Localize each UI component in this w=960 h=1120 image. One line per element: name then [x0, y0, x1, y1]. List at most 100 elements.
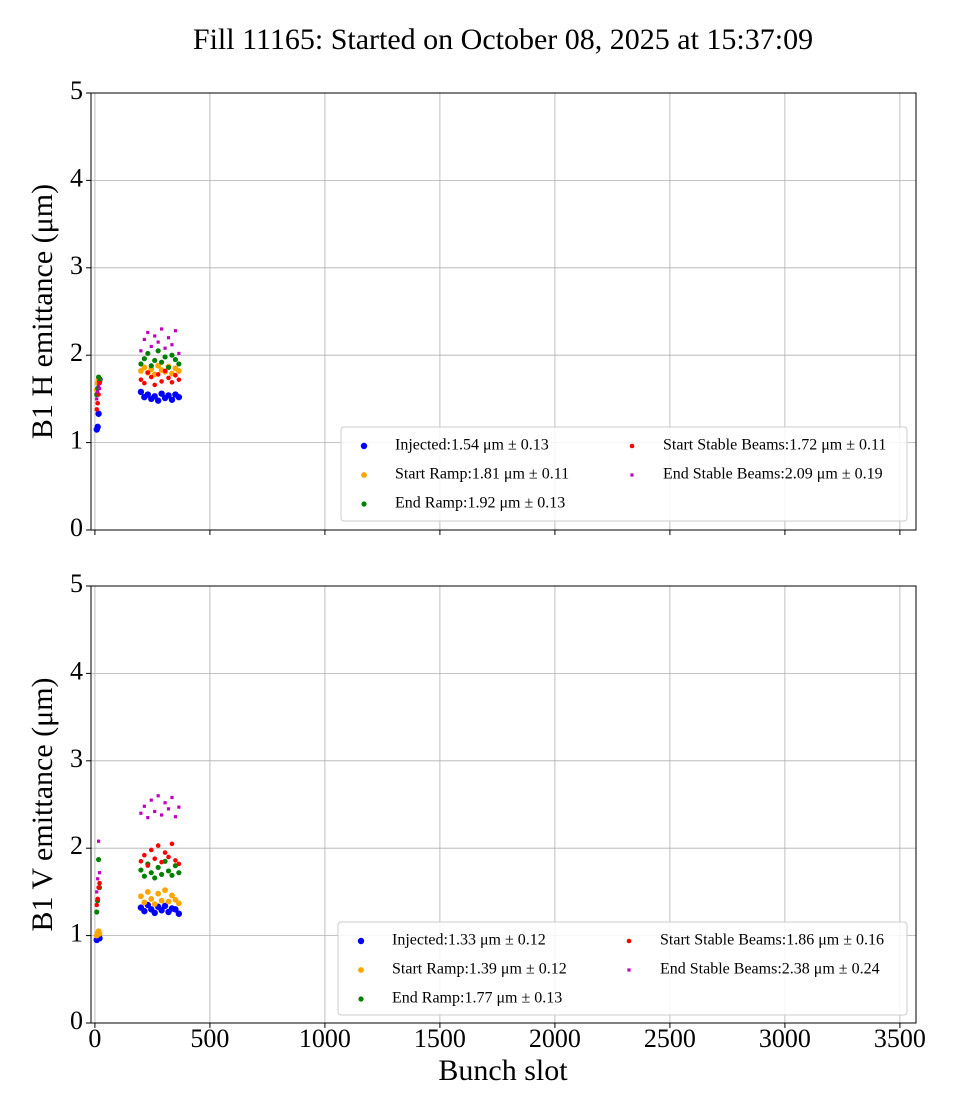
point — [166, 854, 171, 860]
legend-marker — [361, 472, 367, 478]
point — [95, 896, 100, 902]
legend-label: End Stable Beams:2.38 μm ± 0.24 — [660, 961, 880, 978]
point — [176, 361, 182, 367]
point — [175, 900, 182, 907]
point — [175, 910, 183, 917]
point — [154, 397, 162, 404]
y-tick-label: 3 — [70, 251, 83, 280]
point — [95, 397, 99, 401]
point — [159, 359, 165, 365]
point — [152, 382, 158, 388]
point — [158, 907, 165, 914]
point — [153, 809, 157, 814]
point — [142, 337, 146, 342]
point — [94, 902, 100, 908]
legend-marker — [627, 968, 631, 972]
point — [95, 890, 99, 894]
legend-box — [337, 921, 908, 1016]
point — [95, 374, 102, 380]
point — [163, 801, 167, 805]
y-tick-label: 0 — [70, 513, 83, 542]
point — [139, 811, 143, 815]
point — [177, 351, 181, 356]
point — [138, 893, 144, 900]
point — [155, 372, 161, 377]
point — [152, 856, 158, 861]
point — [155, 890, 162, 897]
point — [96, 390, 100, 394]
y-tick-label: 5 — [70, 76, 83, 105]
point — [96, 839, 101, 843]
point — [97, 386, 102, 391]
point — [156, 340, 160, 344]
point — [159, 379, 164, 384]
y-axis-label: B1 V emittance (μm) — [26, 677, 59, 931]
point — [175, 393, 183, 401]
point — [146, 816, 150, 820]
point — [153, 334, 157, 338]
point — [96, 885, 101, 890]
point — [151, 909, 158, 917]
point — [159, 871, 165, 878]
point — [155, 362, 162, 369]
y-tick-label: 5 — [70, 569, 83, 598]
point — [151, 371, 158, 378]
point — [173, 815, 178, 819]
point — [142, 380, 147, 386]
legend-label: Injected:1.54 μm ± 0.13 — [395, 437, 549, 454]
point — [152, 357, 158, 364]
point — [162, 368, 168, 374]
point — [145, 863, 151, 868]
x-tick-label: 500 — [190, 1024, 229, 1053]
legend-label: End Ramp:1.92 μm ± 0.13 — [395, 495, 565, 512]
point — [170, 343, 174, 347]
x-tick-label: 2500 — [644, 1024, 696, 1053]
plot-frame — [90, 585, 917, 1024]
point — [137, 388, 145, 396]
point — [173, 373, 178, 378]
x-tick-label: 2000 — [529, 1024, 581, 1053]
point — [162, 887, 168, 894]
point — [175, 368, 182, 374]
point — [169, 872, 175, 878]
point — [155, 843, 161, 848]
point — [97, 871, 102, 875]
point — [96, 930, 103, 937]
legend-marker — [629, 443, 635, 449]
point — [142, 852, 147, 858]
point — [169, 892, 175, 899]
point — [165, 392, 172, 399]
point — [96, 384, 101, 388]
y-tick-label: 1 — [70, 919, 83, 948]
x-axis-label: Bunch slot — [438, 1054, 568, 1087]
legend-label: Start Ramp:1.81 μm ± 0.11 — [395, 466, 569, 483]
point — [97, 880, 102, 886]
point — [138, 859, 144, 864]
point — [172, 356, 179, 363]
point — [169, 379, 175, 385]
legend-label: End Ramp:1.77 μm ± 0.13 — [392, 990, 562, 1007]
y-tick-label: 4 — [70, 163, 83, 192]
point — [141, 907, 148, 915]
point — [170, 795, 174, 800]
point — [138, 361, 144, 367]
legend-label: End Stable Beams:2.09 μm ± 0.19 — [663, 466, 883, 483]
point — [141, 899, 148, 906]
point — [162, 354, 168, 360]
legend-label: Injected:1.33 μm ± 0.12 — [392, 932, 546, 949]
point — [173, 858, 178, 863]
point — [141, 356, 147, 362]
y-tick-label: 4 — [70, 656, 83, 685]
point — [166, 375, 171, 381]
point — [158, 390, 165, 397]
point — [145, 370, 151, 375]
y-tick-label: 2 — [70, 338, 83, 367]
point — [176, 377, 182, 382]
legend-box — [340, 426, 908, 522]
point — [166, 336, 171, 340]
legend-marker — [630, 473, 634, 477]
point — [177, 805, 181, 809]
point — [155, 864, 161, 871]
point — [160, 813, 164, 817]
